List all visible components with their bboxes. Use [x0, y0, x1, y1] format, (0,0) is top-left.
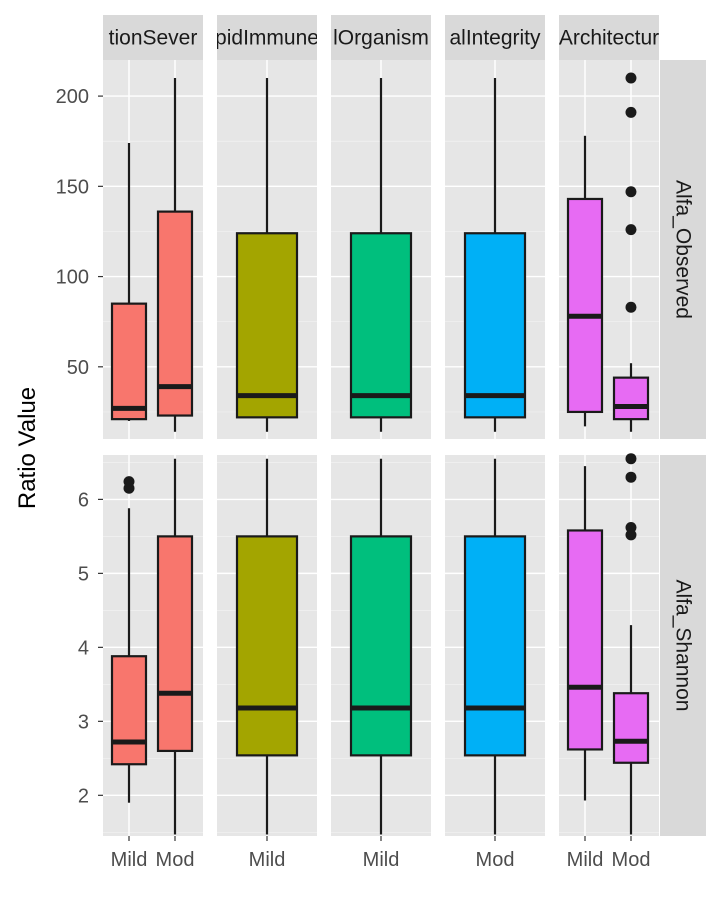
box-body [235, 232, 299, 419]
box-mild [349, 458, 413, 835]
box-mild [235, 78, 299, 432]
y-tick-label: 5 [78, 563, 89, 585]
y-tick-label: 50 [67, 357, 89, 379]
column-strip [217, 15, 317, 60]
x-tick-label: Mild [249, 849, 286, 871]
row-strip-label: Alfa_Observed [672, 180, 695, 319]
box-mod [156, 78, 194, 432]
box-mod [612, 72, 650, 432]
box-body [612, 376, 650, 421]
box-body [566, 197, 604, 414]
axes: 50 100 150 200 2 3 4 5 6 Mild Mod Mild Mild Mod Mild Mo… [56, 86, 651, 871]
y-tick-label: 150 [56, 176, 89, 198]
row-strip-label: Alfa_Shannon [672, 580, 695, 712]
y-tick-label: 3 [78, 711, 89, 733]
y-tick-label: 4 [78, 637, 89, 659]
box-body [566, 529, 604, 751]
row-strip [660, 60, 706, 439]
y-tick-label: 2 [78, 785, 89, 807]
outlier-point [625, 224, 637, 236]
column-strip-label: pidImmune [215, 27, 319, 50]
box-mild [110, 143, 148, 421]
box-mild [566, 135, 604, 427]
box-mild [235, 458, 299, 835]
facet-strips: tionSever pidImmune lOrganism alIntegrity Ar… [103, 15, 706, 836]
outlier-point [123, 476, 135, 488]
box-mild [566, 466, 604, 801]
x-tick-label: Mod [156, 849, 195, 871]
column-strip [445, 15, 545, 60]
outlier-point [625, 471, 637, 483]
column-strip [103, 15, 203, 60]
box-body [349, 232, 413, 419]
box-body [612, 692, 650, 764]
box-body [156, 210, 194, 417]
box-body [349, 535, 413, 757]
box-body [156, 535, 194, 753]
outlier-point [625, 522, 637, 534]
y-tick-label: 100 [56, 267, 89, 289]
outlier-point [625, 453, 637, 465]
column-strip [331, 15, 431, 60]
box-body [110, 655, 148, 766]
y-tick-label: 6 [78, 489, 89, 511]
row-strip [660, 455, 706, 836]
box-mod [156, 458, 194, 835]
column-strip-label: tionSever [109, 27, 198, 50]
x-tick-label: Mod [476, 849, 515, 871]
box-mod [463, 78, 527, 432]
box-series [110, 72, 650, 835]
box-mild [349, 78, 413, 432]
box-body [235, 535, 299, 757]
column-strip-label: Architectur [559, 27, 659, 50]
y-axis-title: Ratio Value [14, 387, 41, 509]
x-tick-label: Mild [111, 849, 148, 871]
outlier-point [625, 72, 637, 84]
y-tick-label: 200 [56, 86, 89, 108]
x-tick-label: Mild [363, 849, 400, 871]
box-body [463, 535, 527, 757]
box-mod [463, 458, 527, 835]
outlier-point [625, 106, 637, 118]
box-mod [612, 453, 650, 835]
outlier-point [625, 301, 637, 313]
box-body [463, 232, 527, 419]
column-strip [559, 15, 659, 60]
box-mild [110, 476, 148, 803]
column-strip-label: lOrganism [333, 27, 429, 50]
column-strip-label: alIntegrity [449, 27, 541, 50]
box-body [110, 302, 148, 421]
x-tick-label: Mild [567, 849, 604, 871]
outlier-point [625, 186, 637, 198]
x-tick-label: Mod [612, 849, 651, 871]
